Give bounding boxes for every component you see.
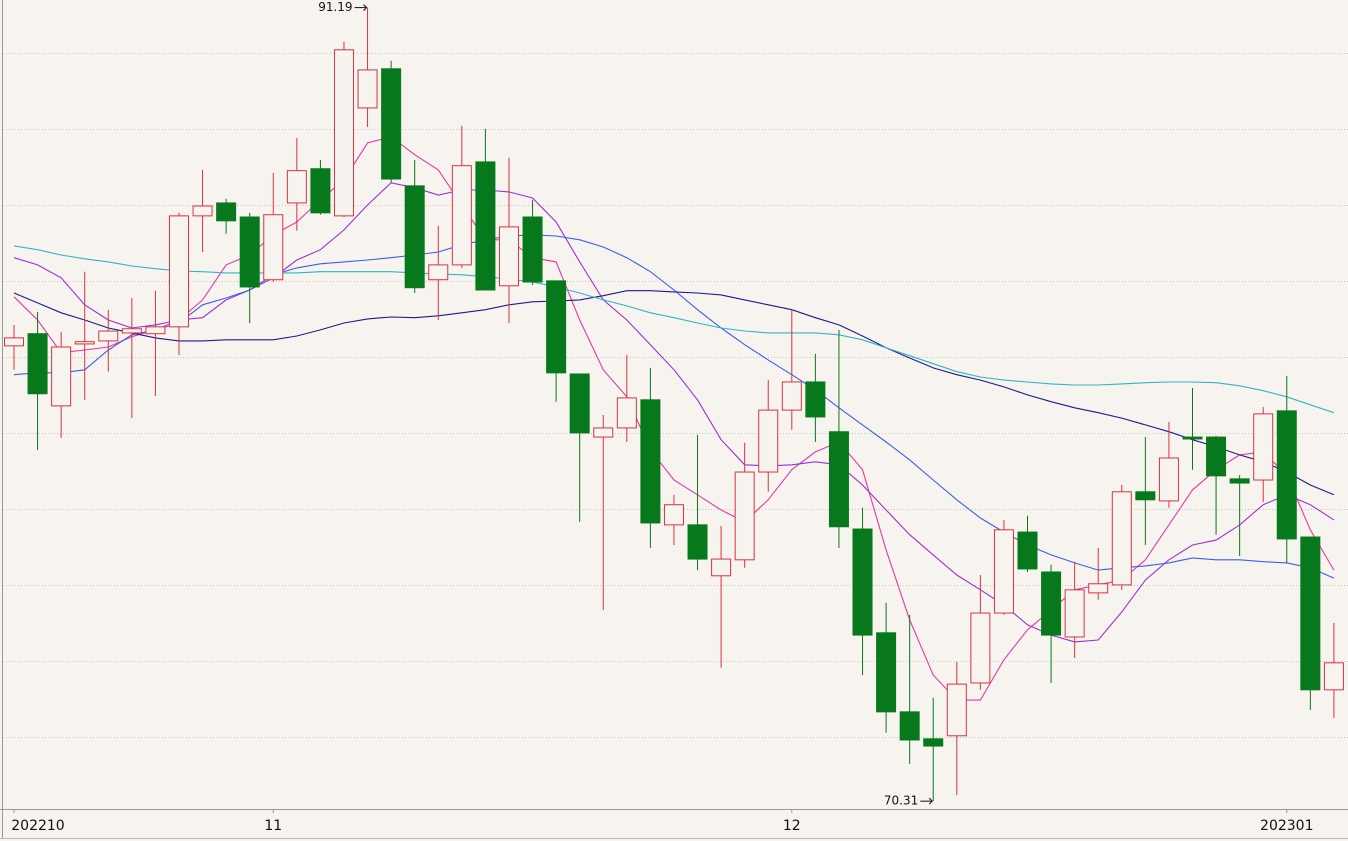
candle-body bbox=[1182, 436, 1203, 440]
candle-body bbox=[687, 524, 708, 560]
candle-body bbox=[428, 264, 449, 281]
candle-body bbox=[1323, 662, 1344, 691]
candle-body bbox=[923, 738, 944, 747]
candle-body bbox=[993, 529, 1014, 614]
candle-body bbox=[1300, 536, 1321, 691]
candle-body bbox=[239, 216, 260, 288]
candle-body bbox=[805, 381, 826, 418]
candle-body bbox=[121, 328, 142, 334]
moving-average-line bbox=[13, 182, 1335, 643]
extreme-label: 91.19 bbox=[318, 0, 352, 14]
moving-average-line bbox=[13, 290, 1335, 496]
moving-average-line bbox=[13, 245, 1335, 414]
x-tick-label: 12 bbox=[783, 818, 801, 834]
candle-body bbox=[1135, 491, 1156, 501]
candle-body bbox=[876, 632, 897, 713]
candle-body bbox=[1253, 413, 1274, 481]
x-tick-label: 202301 bbox=[1260, 818, 1313, 834]
candle-body bbox=[310, 168, 331, 214]
extreme-label: 70.31 bbox=[884, 794, 918, 808]
candle-body bbox=[970, 612, 991, 684]
candle-body bbox=[640, 399, 661, 524]
candle-body bbox=[734, 471, 755, 561]
candle-body bbox=[98, 330, 119, 342]
candle-body bbox=[475, 161, 496, 291]
candle-body bbox=[145, 326, 166, 335]
candle-body bbox=[758, 409, 779, 473]
candle-body bbox=[569, 373, 590, 434]
candle-body bbox=[1017, 531, 1038, 570]
candle-body bbox=[1206, 436, 1227, 477]
candle-body bbox=[27, 333, 48, 395]
candle-body bbox=[333, 49, 354, 217]
candle-body bbox=[852, 528, 873, 636]
candle-body bbox=[1111, 491, 1132, 586]
candle-body bbox=[451, 165, 472, 266]
candle-body bbox=[357, 69, 378, 109]
extreme-arrowhead bbox=[928, 797, 933, 805]
candle-body bbox=[216, 202, 237, 222]
candle-body bbox=[263, 214, 284, 281]
candle-body bbox=[74, 341, 95, 345]
candle-body bbox=[404, 185, 425, 289]
candle-body bbox=[522, 216, 543, 283]
candle-body bbox=[1229, 478, 1250, 484]
candle-body bbox=[828, 431, 849, 528]
candle-body bbox=[168, 215, 189, 328]
candle-body bbox=[781, 381, 802, 411]
x-tick-label: 11 bbox=[264, 818, 282, 834]
candle-body bbox=[192, 205, 213, 217]
candle-body bbox=[1158, 457, 1179, 502]
candle-body bbox=[899, 711, 920, 741]
candle-body bbox=[4, 337, 24, 347]
candle-body bbox=[1088, 583, 1109, 594]
candle-body bbox=[546, 280, 567, 374]
candle-body bbox=[711, 558, 732, 577]
candle-body bbox=[1041, 571, 1062, 636]
candle-body bbox=[381, 68, 402, 180]
candle-body bbox=[593, 427, 614, 438]
candle-body bbox=[51, 346, 72, 407]
candle-body bbox=[498, 226, 519, 287]
x-tick-label: 202210 bbox=[11, 818, 64, 834]
extreme-arrowhead bbox=[363, 4, 368, 11]
candle-body bbox=[663, 504, 684, 526]
candle-body bbox=[1064, 589, 1085, 638]
candle-body bbox=[286, 170, 307, 204]
candle-body bbox=[1276, 410, 1297, 540]
candle-body bbox=[616, 397, 637, 429]
candle-body bbox=[946, 683, 967, 737]
